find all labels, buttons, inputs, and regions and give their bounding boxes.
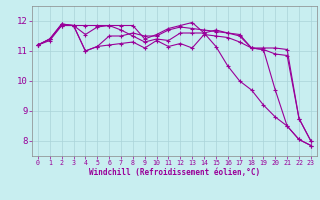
X-axis label: Windchill (Refroidissement éolien,°C): Windchill (Refroidissement éolien,°C) — [89, 168, 260, 177]
